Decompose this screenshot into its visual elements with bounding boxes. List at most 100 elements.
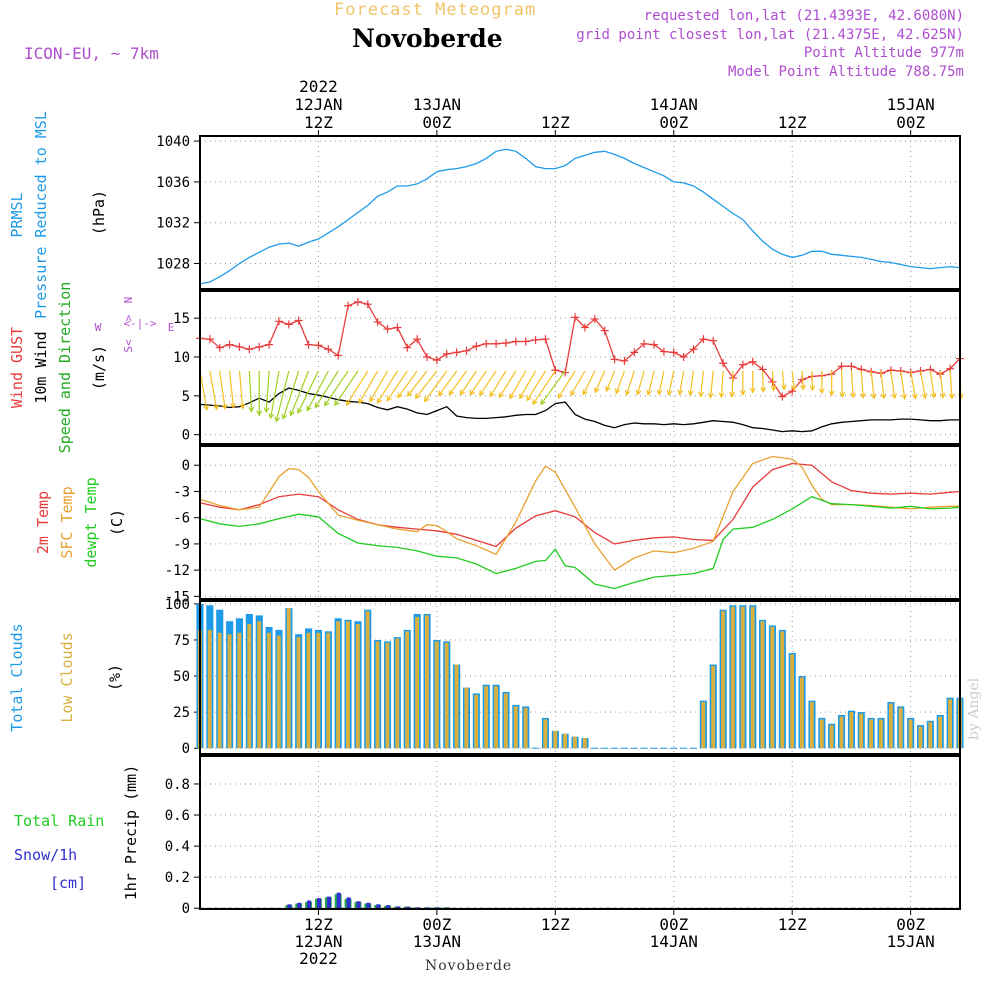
gust-marker: [462, 346, 471, 355]
bottom-time-label: 12JAN: [294, 932, 342, 951]
wind-arrow: [880, 370, 887, 400]
wind-arrow: [809, 370, 816, 392]
gust-marker: [403, 343, 412, 352]
bottom-time-label: 15JAN: [887, 932, 935, 951]
bar: [336, 892, 341, 909]
bar: [307, 900, 312, 909]
bar: [879, 719, 883, 749]
panel-clouds: [194, 600, 964, 755]
gust-marker: [561, 368, 570, 377]
ylabel-wind-0: Wind GUST: [8, 327, 26, 408]
bar: [513, 706, 518, 749]
bar: [247, 624, 252, 749]
bar: [376, 904, 381, 909]
gust-marker: [452, 348, 461, 357]
panel-frame: [199, 135, 961, 290]
y-tick-label: 0: [182, 741, 190, 757]
bar: [770, 627, 775, 749]
gust-marker: [413, 335, 422, 344]
wind-arrow: [256, 370, 263, 417]
bar: [474, 694, 479, 749]
bar: [386, 905, 391, 909]
gust-marker: [837, 362, 846, 371]
ylabel-temperature-3: (C): [108, 509, 126, 536]
wind-arrow: [582, 370, 596, 396]
wind-arrow: [790, 370, 797, 392]
wind-arrow: [334, 370, 359, 407]
ylabel-temperature-0: 2m Temp: [34, 491, 52, 554]
y-tick-label: -6: [173, 511, 190, 527]
top-time-label: 00Z: [659, 113, 688, 132]
bar: [425, 615, 429, 749]
gust-marker: [571, 313, 580, 322]
wind-arrow: [656, 370, 665, 396]
y-tick-label: 10: [173, 350, 190, 366]
y-tick-label: 100: [165, 597, 190, 613]
point-altitude: Point Altitude 977m: [803, 45, 964, 61]
bar: [839, 716, 844, 749]
bar: [296, 637, 301, 749]
bar: [454, 664, 459, 749]
gust-marker: [235, 342, 244, 351]
wind-arrow: [519, 370, 537, 400]
gust-marker: [650, 340, 659, 349]
y-tick-label: 1036: [156, 175, 190, 191]
model-label: ICON-EU, ~ 7km: [24, 44, 159, 63]
wind-arrow: [397, 370, 418, 399]
bar: [849, 712, 854, 749]
ylabel-temperature-2: dewpt Temp: [82, 477, 100, 567]
panel-frame: [199, 445, 961, 600]
bar: [395, 638, 400, 749]
y-tick-label: 0: [182, 901, 190, 917]
bar: [286, 608, 291, 749]
wind-arrow: [448, 370, 467, 396]
y-tick-label: 0.2: [165, 870, 190, 886]
ylabel-precip: 1hr Precip (mm): [122, 765, 140, 900]
gust-marker: [215, 343, 224, 352]
wind-arrow: [509, 370, 527, 400]
bottom-time-label: 00Z: [422, 915, 451, 934]
grid-point-coordinates: grid point closest lon,lat (21.4375E, 42…: [576, 27, 964, 43]
wind-arrow: [386, 370, 408, 402]
top-time-label: 12Z: [778, 113, 807, 132]
wind-arrow: [414, 370, 438, 400]
gust-marker: [580, 323, 589, 332]
bar: [730, 606, 735, 749]
wind-arrow: [570, 370, 586, 397]
series-prmsl: [199, 148, 961, 285]
gust-marker: [294, 316, 303, 325]
bar: [740, 606, 745, 749]
wind-arrow: [760, 370, 767, 394]
gust-marker: [610, 355, 619, 364]
wind-arrow: [526, 370, 546, 402]
wind-arrow: [698, 370, 705, 398]
bar: [365, 611, 370, 749]
y-tick-label: 0: [182, 458, 190, 474]
gust-marker: [334, 351, 343, 360]
bar: [918, 726, 923, 749]
wind-arrow: [557, 370, 576, 399]
gust-marker: [284, 320, 293, 329]
label-snow: Snow/1h: [14, 846, 77, 864]
wind-arrow: [718, 370, 725, 399]
gust-marker: [541, 335, 550, 344]
bar: [415, 616, 419, 749]
bottom-time-label: 13JAN: [413, 932, 461, 951]
bar: [306, 632, 311, 749]
bar: [790, 654, 795, 749]
bar: [484, 686, 489, 749]
top-time-label: 12Z: [541, 113, 570, 132]
bar: [711, 666, 716, 749]
bar: [355, 624, 360, 749]
panel-temperature: [194, 445, 961, 600]
wind-arrow: [605, 370, 616, 392]
bar: [366, 902, 371, 909]
series-10m-wind: [199, 387, 960, 433]
bar: [297, 902, 302, 909]
top-time-label: 2022: [299, 77, 338, 96]
y-tick-label: 75: [173, 633, 190, 649]
chart-title: Novoberde: [352, 24, 503, 53]
top-time-label: 00Z: [896, 113, 925, 132]
bar: [435, 907, 440, 909]
